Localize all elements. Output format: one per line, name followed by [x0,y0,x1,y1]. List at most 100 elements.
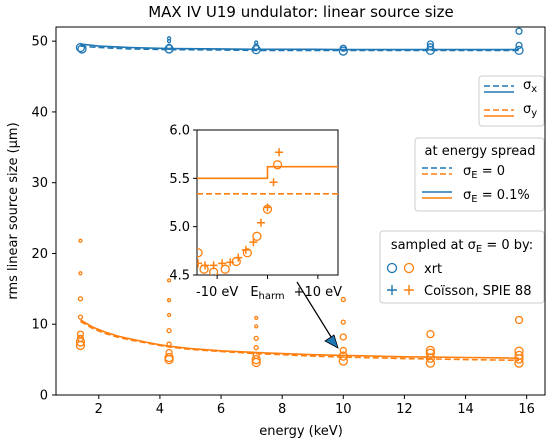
inset-data-group [197,148,338,275]
inset-y-tick-label: 4.5 [169,269,190,284]
inset-x-tick-label: Eharm [250,285,284,302]
chart-title: MAX IV U19 undulator: linear source size [148,3,454,21]
xrt-sigma-y-point [75,340,86,351]
xrt-sigma-y-point [166,327,172,334]
y-axis-label: rms linear source size (μm) [6,122,21,299]
inset-coisson-point [249,238,258,247]
legend-coisson-marker-blue [387,285,397,295]
xrt-sigma-x-point [515,41,523,50]
inset-coisson-point [269,178,278,187]
inset-pointer-arrow-head [324,334,339,349]
xrt-sigma-y-point [426,329,435,339]
xrt-sigma-y-point [75,337,86,347]
xrt-sigma-y-point [340,319,346,325]
inset-xrt-point [197,248,203,258]
xrt-sigma-y-point [339,346,347,355]
inset-coisson-point [263,203,272,212]
inset-coisson-point [275,148,284,157]
legend-energy-spread-label: σE = 0 [463,164,505,181]
inset-x-tick-label: +10 eV [294,285,343,300]
legend-series-label: σx [523,78,537,95]
x-tick-label: 6 [217,402,225,417]
legend-energy-spread-label: σE = 0.1% [463,188,530,205]
inset-coisson-point [241,245,250,254]
inset-xrt-point [272,160,283,170]
inset-y-tick-label: 5.0 [169,220,190,235]
legend-xrt-marker-blue [386,262,398,274]
legend-box-sampled [379,230,545,304]
legend-energy-spread-title: at energy spread [425,144,536,159]
xrt-sigma-y-point [78,238,83,243]
legend-sampled-title: sampled at σE = 0 by: [391,238,533,255]
xrt-sigma-y-point [254,315,259,321]
inset-coisson-point [197,259,203,268]
xrt-sigma-y-point [253,344,259,351]
x-axis-label: energy (keV) [259,424,343,439]
inset-coisson-point [226,258,235,267]
xrt-sigma-y-point [339,333,347,341]
legend-sampled-label: xrt [424,262,442,277]
inset-pointer-arrow-shaft [296,281,334,341]
xrt-sigma-y-point [251,357,261,368]
xrt-sigma-x-point [426,40,435,48]
inset-coisson-point [201,261,210,270]
inset-y-tick-label: 5.5 [169,172,190,187]
legend-area: σx σy at energy spread σE = 0 σE = 0.1% sampl… [379,75,545,304]
xrt-sigma-y-point [78,271,83,276]
xrt-sigma-y-point [76,330,85,338]
xrt-sigma-y-point [253,335,259,342]
legend-coisson-marker-orange [404,285,414,295]
legend-sampled-label: Coïsson, SPIE 88 [424,284,531,299]
xrt-sigma-y-point [77,296,84,302]
inset-plot: 4.5 5.0 5.5 6.0 -10 eV Eharm +10 eV [169,124,342,303]
x-tick-label: 10 [335,402,352,417]
inset-coisson-point [218,259,227,268]
xrt-sigma-y-point [166,278,172,283]
xrt-sigma-x-point [515,27,523,35]
inset-coisson-point [209,261,218,270]
xrt-sigma-y-point [514,358,524,368]
x-tick-label: 4 [156,402,164,417]
inset-line-spread-0-1 [197,165,338,180]
legend-box-sigma [478,75,545,127]
y-tick-label: 10 [31,318,48,333]
xrt-sigma-y-point [425,358,436,368]
inset-coisson-point [256,218,265,227]
sigma-x-line-spread-0-1 [80,43,519,51]
sigma-y-line-spread-0-1 [80,319,520,359]
inset-x-tick-label: -10 eV [196,285,238,300]
x-tick-label: 8 [278,402,286,417]
xrt-sigma-y-point [166,312,172,318]
xrt-sigma-y-point [514,315,524,325]
x-tick-label: 14 [457,402,474,417]
xrt-sigma-y-point [425,353,436,363]
x-tick-label: 12 [396,402,413,417]
y-tick-label: 50 [31,35,48,50]
inset-y-tick-label: 6.0 [169,124,190,139]
plot-frame [55,26,546,396]
inset-frame [196,129,339,276]
inset-coisson-point [234,253,243,262]
x-tick-label: 2 [95,402,103,417]
y-tick-label: 20 [31,247,48,262]
xrt-sigma-y-point [77,314,84,320]
xrt-sigma-y-point [338,356,348,366]
xrt-sigma-x-point [339,44,347,52]
y-tick-label: 40 [31,105,48,120]
xrt-sigma-y-point [254,324,259,329]
xrt-sigma-x-point [166,36,172,41]
xrt-sigma-y-point [251,354,261,365]
inset-xrt-point [252,231,262,241]
y-tick-label: 0 [40,389,48,404]
xrt-sigma-x-point [254,40,259,45]
main-plot-area: 2 4 6 8 10 12 14 16 0 10 20 30 40 50 [31,26,546,417]
xrt-sigma-y-point [166,298,172,303]
xrt-sigma-x-point [75,42,86,53]
xrt-sigma-y-point [340,296,346,303]
xrt-sigma-y-point [164,354,174,365]
x-tick-label: 16 [518,402,535,417]
legend-xrt-marker-orange [403,262,415,274]
inset-xrt-point [242,248,253,258]
y-tick-label: 30 [31,176,48,191]
